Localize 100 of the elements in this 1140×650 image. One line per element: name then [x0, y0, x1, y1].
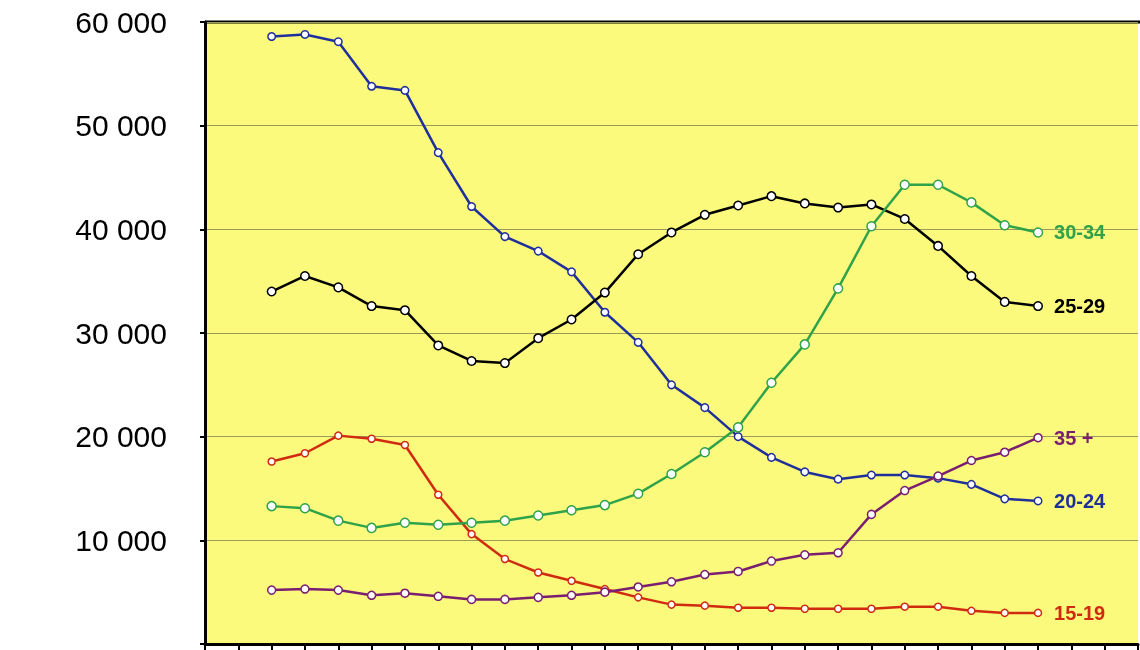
point — [434, 490, 443, 499]
point — [267, 32, 277, 42]
point — [666, 468, 677, 480]
point — [700, 569, 710, 580]
point — [600, 307, 610, 317]
point — [766, 556, 777, 566]
point — [733, 566, 743, 577]
point — [699, 209, 710, 220]
point — [1033, 608, 1043, 618]
series-label: 15-19 — [1054, 601, 1106, 624]
point — [899, 213, 910, 224]
point — [933, 602, 943, 611]
point — [799, 339, 811, 350]
point — [800, 550, 810, 560]
point — [633, 337, 643, 347]
point — [566, 505, 577, 516]
point — [766, 452, 776, 462]
point — [900, 485, 910, 496]
point — [366, 522, 377, 534]
point — [266, 585, 277, 595]
point — [300, 584, 310, 594]
point — [299, 270, 310, 281]
series-label: 20-24 — [1054, 489, 1107, 512]
point — [533, 246, 543, 256]
point — [867, 604, 876, 613]
point — [866, 470, 876, 480]
series-label: 35 + — [1054, 426, 1094, 449]
point — [500, 232, 510, 242]
point — [967, 606, 976, 616]
point — [399, 305, 410, 316]
series-label: 25-29 — [1054, 295, 1106, 318]
point — [766, 377, 777, 389]
y-tick-label: 20 000 — [75, 420, 167, 454]
point — [334, 431, 343, 440]
point — [466, 517, 477, 528]
point — [933, 240, 944, 251]
point — [433, 340, 444, 351]
point — [733, 432, 743, 442]
point — [499, 515, 511, 526]
point — [1000, 608, 1009, 618]
point — [1033, 301, 1044, 312]
point — [966, 479, 976, 489]
point — [666, 577, 677, 587]
point — [533, 592, 543, 603]
point — [367, 81, 377, 91]
point — [500, 554, 510, 564]
point — [433, 148, 443, 158]
point — [266, 286, 277, 297]
point — [367, 434, 376, 443]
point — [999, 447, 1010, 457]
point — [766, 191, 777, 202]
point — [932, 179, 944, 190]
point — [833, 548, 843, 558]
point — [333, 282, 344, 293]
point — [732, 422, 744, 433]
point — [667, 380, 676, 390]
point — [599, 499, 611, 511]
point — [400, 588, 410, 598]
point — [299, 502, 311, 514]
point — [499, 358, 510, 369]
point — [633, 593, 643, 602]
point — [833, 474, 843, 484]
point — [966, 455, 977, 466]
point — [767, 603, 776, 612]
point — [567, 576, 576, 586]
point — [1033, 496, 1043, 506]
point — [300, 29, 310, 39]
point — [533, 568, 543, 577]
point — [467, 529, 476, 539]
y-tick-label: 10 000 — [75, 523, 167, 557]
point — [467, 202, 477, 212]
point — [733, 200, 744, 211]
point — [832, 283, 844, 294]
point — [466, 594, 477, 605]
point — [733, 603, 743, 612]
point — [966, 270, 977, 281]
point — [800, 467, 810, 477]
point — [366, 590, 377, 601]
point — [999, 219, 1010, 231]
point — [300, 449, 310, 458]
y-tick-label: 60 000 — [75, 5, 167, 39]
point — [566, 314, 577, 325]
point — [366, 301, 377, 312]
point — [699, 446, 711, 458]
point — [633, 582, 643, 592]
point — [266, 500, 277, 512]
series-label: 30-34 — [1054, 221, 1107, 244]
point — [833, 604, 843, 613]
point — [632, 488, 644, 499]
point — [1000, 494, 1010, 504]
point — [866, 199, 877, 210]
point — [866, 220, 877, 232]
point — [533, 333, 544, 344]
point — [567, 267, 577, 277]
point — [333, 37, 343, 47]
point — [333, 585, 344, 595]
point — [700, 403, 710, 413]
y-tick-label: 30 000 — [75, 316, 167, 350]
y-tick-label: 40 000 — [75, 212, 167, 246]
point — [333, 515, 344, 526]
